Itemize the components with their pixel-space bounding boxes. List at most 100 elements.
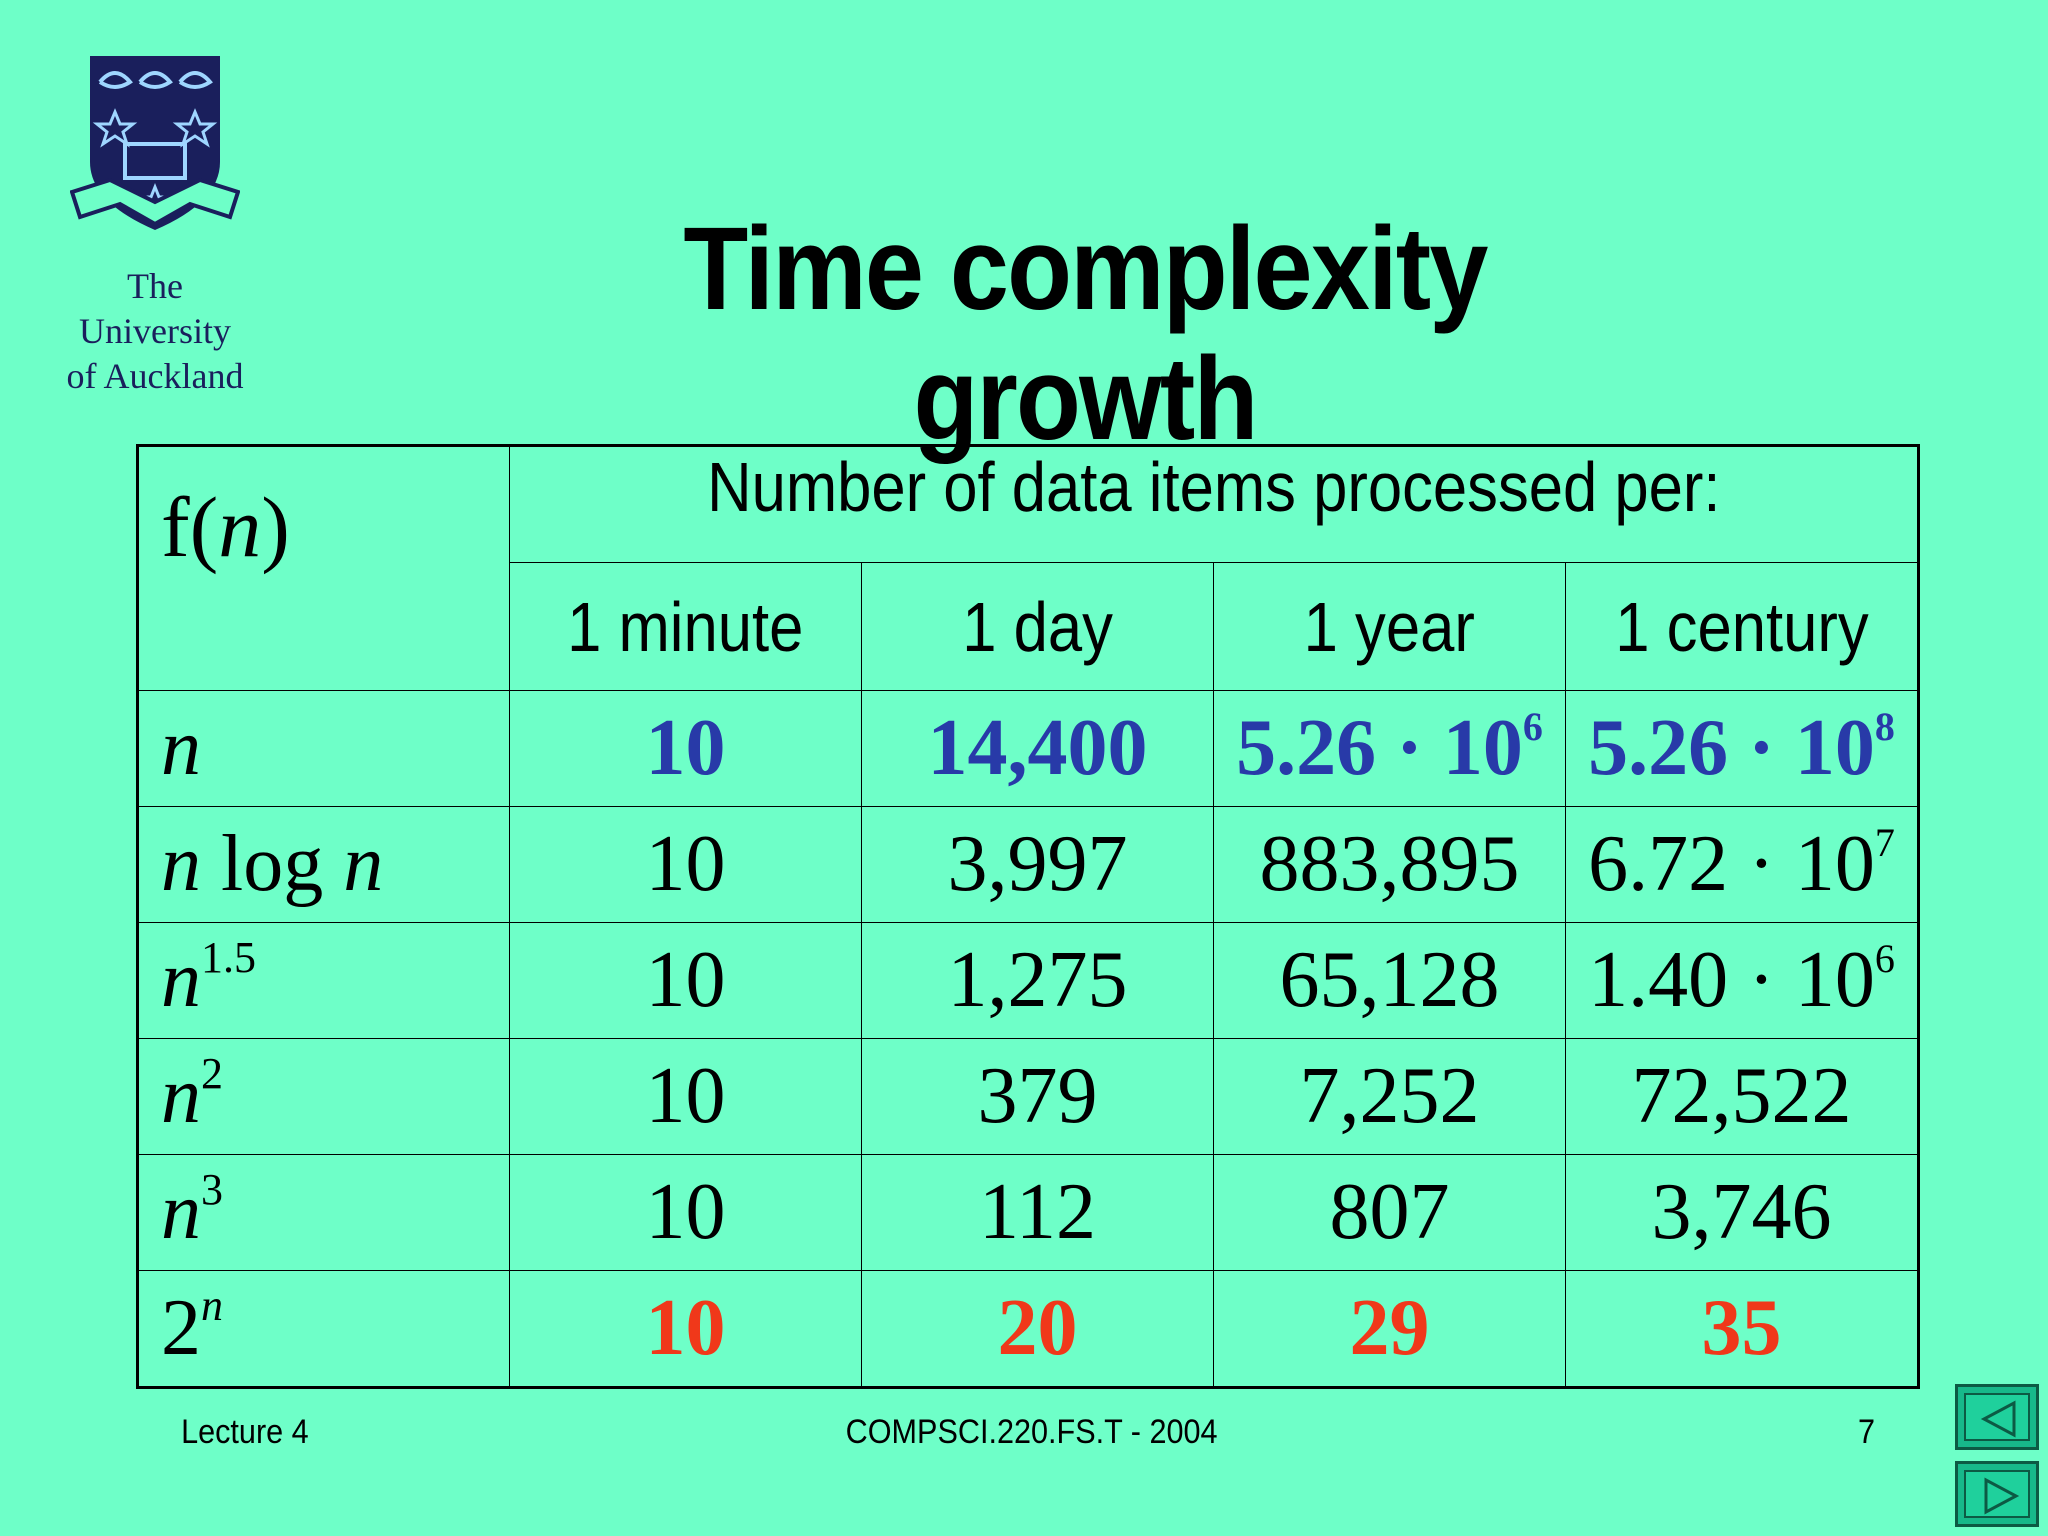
- function-exponent: 2: [201, 1049, 223, 1098]
- value-main: 7,252: [1299, 1052, 1480, 1140]
- table-row: n1.5 10 1,275 65,128 1.40 · 106: [137, 922, 1919, 1039]
- table-row: n 10 14,400 5.26 · 106 5.26 · 108: [137, 690, 1919, 807]
- value-cell: 10: [509, 690, 862, 807]
- fn-prefix: f(: [161, 479, 219, 575]
- value-cell: 3,997: [861, 806, 1214, 923]
- value-cell: 883,895: [1213, 806, 1566, 923]
- group-header-cell: Number of data items processed per:: [509, 445, 1919, 563]
- function-cell: 2n: [137, 1270, 510, 1388]
- complexity-table: f(n) Number of data items processed per:…: [136, 444, 1920, 1389]
- value-cell: 6.72 · 107: [1565, 806, 1919, 923]
- logo-text-line: of Auckland: [66, 356, 244, 396]
- function-base: n: [161, 1052, 201, 1140]
- value-exponent: 8: [1874, 704, 1895, 749]
- value-main: 10: [645, 1284, 726, 1372]
- column-header-cell: 1 century: [1565, 562, 1919, 691]
- value-exponent: 6: [1522, 704, 1543, 749]
- footer-lecture: Lecture 4: [181, 1413, 309, 1451]
- value-cell: 112: [861, 1154, 1214, 1271]
- table-row: n3 10 112 807 3,746: [137, 1154, 1919, 1271]
- value-cell: 35: [1565, 1270, 1919, 1388]
- function-exponent: n: [201, 1281, 223, 1330]
- group-header: Number of data items processed per:: [706, 448, 1721, 526]
- value-cell: 10: [509, 1270, 862, 1388]
- value-cell: 72,522: [1565, 1038, 1919, 1155]
- function-cell: n3: [137, 1154, 510, 1271]
- value-main: 35: [1701, 1284, 1782, 1372]
- value-cell: 29: [1213, 1270, 1566, 1388]
- value-cell: 10: [509, 922, 862, 1039]
- value-main: 3,746: [1651, 1168, 1832, 1256]
- value-cell: 20: [861, 1270, 1214, 1388]
- function-exponent: 1.5: [201, 933, 256, 982]
- function-column-header: f(n): [137, 445, 510, 691]
- slide-title: Time complexity growth: [683, 203, 1488, 465]
- function-base: n log n: [161, 820, 384, 908]
- column-header: 1 minute: [567, 587, 804, 666]
- function-base: 2: [161, 1284, 201, 1372]
- function-cell: n2: [137, 1038, 510, 1155]
- value-main: 5.26 · 10: [1588, 704, 1875, 792]
- fn-variable: n: [218, 479, 262, 575]
- value-cell: 1.40 · 106: [1565, 922, 1919, 1039]
- value-cell: 10: [509, 1154, 862, 1271]
- column-header: 1 century: [1614, 587, 1869, 666]
- value-main: 379: [977, 1052, 1098, 1140]
- value-cell: 3,746: [1565, 1154, 1919, 1271]
- university-logo: The University of Auckland: [50, 52, 260, 399]
- value-main: 10: [645, 820, 726, 908]
- value-main: 20: [997, 1284, 1078, 1372]
- value-main: 1.40 · 10: [1588, 936, 1875, 1024]
- value-main: 65,128: [1279, 936, 1500, 1024]
- footer-page-number: 7: [1857, 1413, 1875, 1451]
- value-cell: 379: [861, 1038, 1214, 1155]
- value-cell: 807: [1213, 1154, 1566, 1271]
- function-cell: n log n: [137, 806, 510, 923]
- value-main: 10: [645, 1168, 726, 1256]
- triangle-left-icon: [1980, 1400, 2016, 1438]
- value-main: 29: [1349, 1284, 1430, 1372]
- table-row: n2 10 379 7,252 72,522: [137, 1038, 1919, 1155]
- crest-icon: [70, 56, 240, 230]
- column-header-cell: 1 year: [1213, 562, 1566, 691]
- value-main: 10: [645, 936, 726, 1024]
- value-cell: 14,400: [861, 690, 1214, 807]
- value-main: 5.26 · 10: [1236, 704, 1523, 792]
- value-main: 10: [645, 1052, 726, 1140]
- function-base: n: [161, 936, 201, 1024]
- value-exponent: 6: [1874, 936, 1895, 981]
- value-main: 6.72 · 10: [1588, 820, 1875, 908]
- triangle-right-icon: [1984, 1477, 2020, 1515]
- column-header: 1 year: [1303, 587, 1476, 666]
- logo-text-line: University: [79, 311, 231, 351]
- value-main: 14,400: [927, 704, 1148, 792]
- value-main: 112: [978, 1168, 1097, 1256]
- next-slide-button[interactable]: [1955, 1461, 2039, 1527]
- value-cell: 5.26 · 106: [1213, 690, 1566, 807]
- value-cell: 7,252: [1213, 1038, 1566, 1155]
- previous-slide-button[interactable]: [1955, 1384, 2039, 1450]
- value-cell: 65,128: [1213, 922, 1566, 1039]
- value-cell: 5.26 · 108: [1565, 690, 1919, 807]
- column-header: 1 day: [962, 587, 1113, 666]
- value-cell: 10: [509, 1038, 862, 1155]
- function-cell: n1.5: [137, 922, 510, 1039]
- column-header-cell: 1 minute: [509, 562, 862, 691]
- function-base: n: [161, 1168, 201, 1256]
- value-cell: 1,275: [861, 922, 1214, 1039]
- table-row: n log n 10 3,997 883,895 6.72 · 107: [137, 806, 1919, 923]
- value-main: 72,522: [1631, 1052, 1852, 1140]
- function-base: n: [161, 704, 201, 792]
- table-row: 2n 10 20 29 35: [137, 1270, 1919, 1388]
- value-main: 10: [645, 704, 726, 792]
- function-exponent: 3: [201, 1165, 223, 1214]
- footer-course: COMPSCI.220.FS.T - 2004: [845, 1413, 1218, 1451]
- value-main: 883,895: [1259, 820, 1520, 908]
- value-cell: 10: [509, 806, 862, 923]
- value-main: 807: [1329, 1168, 1450, 1256]
- value-exponent: 7: [1874, 820, 1895, 865]
- logo-text-line: The: [127, 266, 183, 306]
- value-main: 3,997: [947, 820, 1128, 908]
- fn-suffix: ): [261, 479, 290, 575]
- value-main: 1,275: [947, 936, 1128, 1024]
